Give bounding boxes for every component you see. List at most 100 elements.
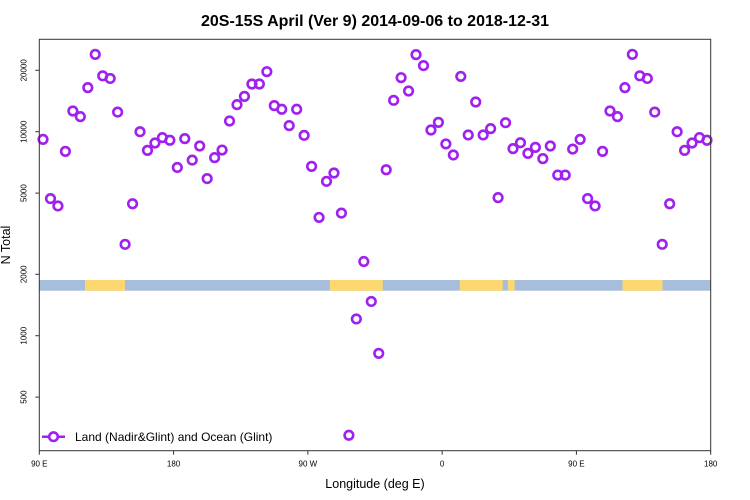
data-point: [380, 164, 392, 176]
y-tick-label: 10000: [19, 120, 28, 143]
data-point: [216, 144, 228, 156]
data-point: [335, 207, 348, 219]
data-point: [589, 200, 601, 212]
data-point: [179, 133, 191, 145]
data-point: [492, 192, 504, 204]
data-point: [499, 117, 512, 129]
data-point: [388, 94, 400, 106]
data-point: [626, 48, 638, 60]
data-point: [283, 120, 295, 132]
data-point: [462, 129, 474, 141]
land-segment: [84, 280, 125, 291]
data-point: [276, 103, 288, 115]
data-point: [313, 211, 325, 224]
data-point: [574, 133, 586, 145]
data-point: [522, 147, 534, 159]
data-point: [678, 144, 691, 156]
data-point: [358, 255, 370, 268]
x-tick-label: 90 E: [568, 460, 584, 469]
land-segment: [329, 280, 383, 291]
data-point: [238, 90, 251, 102]
surface-band: [39, 280, 711, 291]
data-point: [455, 70, 467, 83]
land-segment: [622, 280, 663, 291]
data-point: [119, 238, 131, 250]
data-point: [529, 141, 541, 153]
y-tick-label: 500: [19, 390, 28, 404]
data-point: [447, 149, 459, 161]
land-segment: [507, 280, 515, 291]
data-point: [74, 111, 86, 123]
data-point: [320, 175, 333, 187]
data-point: [328, 167, 340, 179]
chart-title: 20S-15S April (Ver 9) 2014-09-06 to 2018…: [201, 13, 549, 30]
data-point: [209, 152, 221, 164]
data-point: [89, 48, 101, 60]
data-point: [410, 49, 422, 61]
data-point: [432, 116, 445, 128]
data-point: [477, 129, 489, 141]
data-point: [544, 140, 556, 152]
data-point: [440, 138, 452, 150]
data-point: [298, 129, 310, 141]
data-point: [507, 143, 519, 155]
y-tick-label: 1000: [19, 326, 28, 344]
data-point: [470, 96, 482, 108]
legend-marker: [47, 431, 60, 443]
y-axis-label: N Total: [0, 226, 13, 265]
data-point: [223, 115, 236, 127]
data-point: [194, 140, 206, 152]
legend-label: Land (Nadir&Glint) and Ocean (Glint): [75, 430, 272, 444]
data-point: [59, 145, 72, 157]
data-point: [261, 66, 273, 78]
data-point: [186, 154, 198, 166]
land-segment: [459, 280, 503, 291]
data-point: [559, 169, 571, 181]
data-point: [67, 105, 79, 117]
data-point: [52, 200, 64, 212]
data-point: [582, 192, 594, 205]
data-point: [417, 59, 430, 72]
data-point: [619, 82, 631, 94]
data-point: [596, 145, 609, 157]
data-point: [686, 137, 698, 149]
data-point: [134, 126, 146, 138]
y-axis: 500 1000 2000 5000 10000 20000: [19, 59, 40, 404]
x-tick-label: 90 W: [299, 460, 318, 469]
data-point: [44, 192, 57, 205]
data-point: [701, 134, 713, 146]
data-point: [171, 161, 183, 174]
data-point: [141, 144, 154, 156]
y-tick-label: 2000: [19, 265, 28, 283]
x-axis-label: Longitude (deg E): [325, 477, 424, 491]
data-point: [291, 103, 303, 115]
data-point: [82, 82, 94, 94]
data-point: [343, 429, 355, 441]
data-point: [37, 133, 49, 145]
data-point: [664, 198, 676, 210]
data-point: [402, 85, 415, 97]
data-point: [395, 72, 407, 84]
data-point: [164, 134, 176, 146]
data-point: [201, 172, 213, 185]
x-tick-label: 180: [167, 460, 181, 469]
data-point: [253, 78, 265, 90]
data-point: [126, 198, 139, 210]
legend: Land (Nadir&Glint) and Ocean (Glint): [42, 430, 272, 444]
x-tick-label: 180: [704, 460, 718, 469]
x-axis: 90 E 180 90 W 0 90 E 180: [31, 450, 718, 469]
data-point: [425, 124, 437, 136]
y-tick-label: 20000: [19, 59, 28, 82]
x-tick-label: 0: [440, 460, 445, 469]
data-point: [350, 313, 362, 325]
data-point: [604, 105, 616, 117]
y-tick-label: 5000: [19, 184, 28, 202]
data-point: [611, 111, 624, 123]
data-point: [514, 137, 527, 149]
data-point: [112, 106, 124, 118]
data-point: [305, 160, 318, 172]
data-point: [656, 238, 668, 250]
data-point: [373, 347, 385, 359]
plot-frame: [38, 38, 712, 452]
